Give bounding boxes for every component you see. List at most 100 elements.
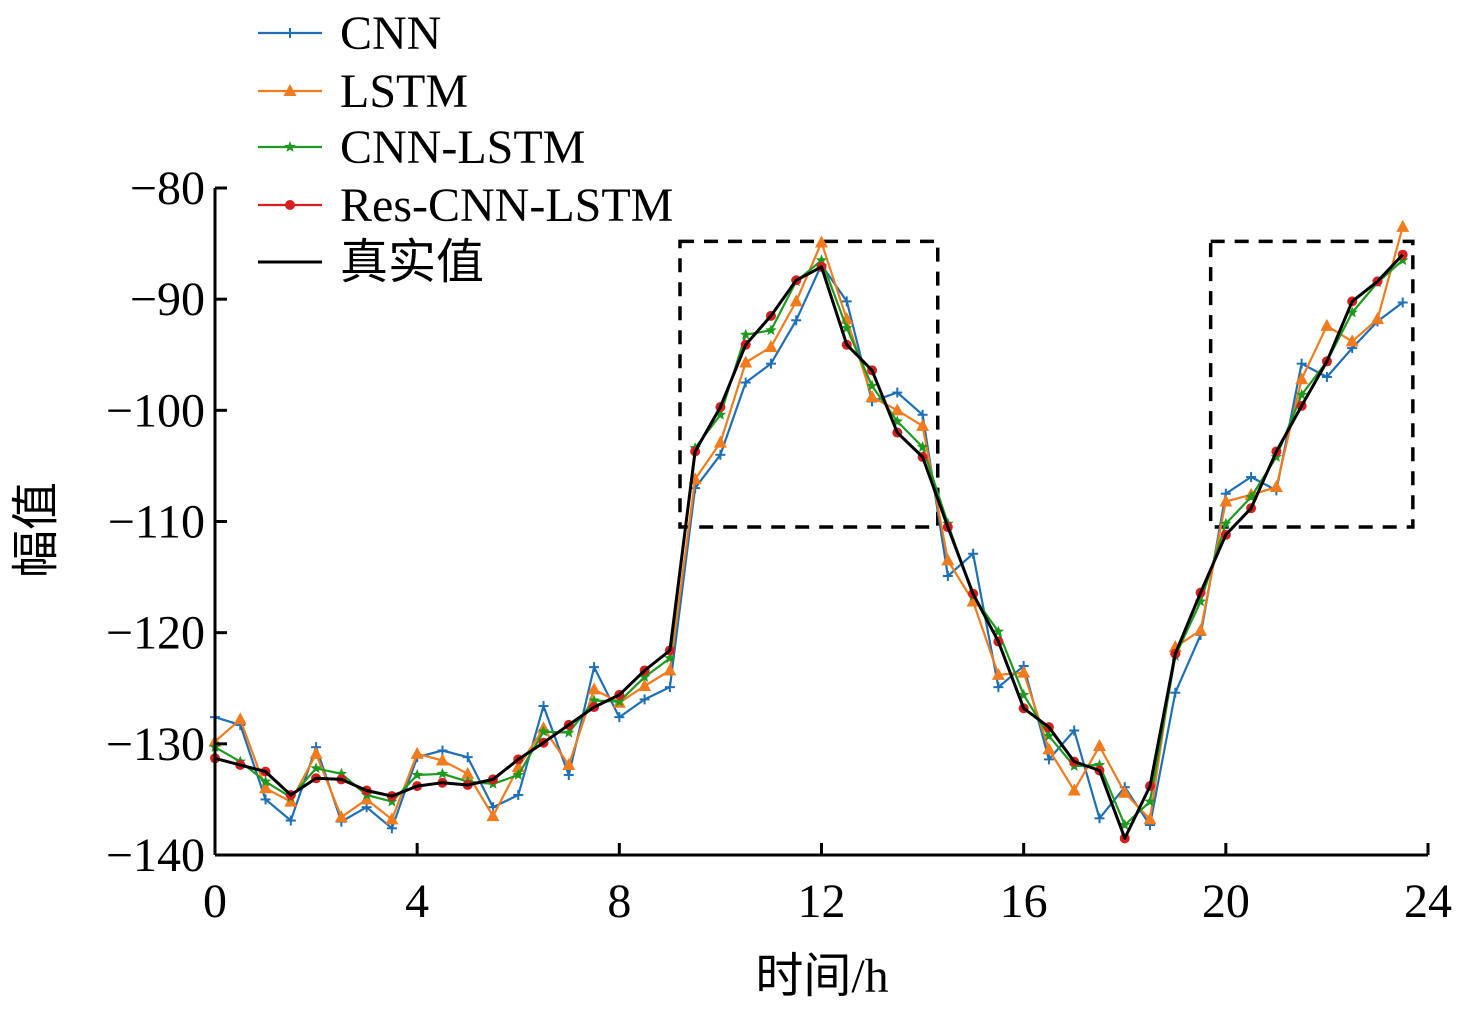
data-point <box>1094 813 1105 824</box>
legend-label: 真实值 <box>340 236 484 289</box>
data-point <box>892 387 903 398</box>
data-point <box>410 746 424 759</box>
data-point <box>1069 725 1080 736</box>
data-point <box>1396 219 1410 232</box>
legend-item: CNN <box>258 7 441 60</box>
data-point <box>841 322 853 333</box>
data-point <box>765 358 776 369</box>
data-point <box>436 767 449 779</box>
data-point <box>1194 623 1208 636</box>
data-point <box>587 682 601 695</box>
data-point <box>1295 388 1308 400</box>
data-point <box>891 415 903 427</box>
data-point <box>815 235 828 248</box>
data-point <box>1043 754 1054 765</box>
data-point <box>942 570 953 581</box>
data-point <box>765 324 777 336</box>
x-tick-label: 4 <box>405 875 429 928</box>
data-point <box>1321 371 1332 382</box>
data-point <box>562 757 576 770</box>
data-point <box>310 762 322 774</box>
y-tick-label: −110 <box>108 496 205 549</box>
series-0 <box>210 259 1408 834</box>
data-point <box>1093 759 1106 770</box>
ticks: 0 4 8 12 16 20 24 −80 −90 −100 −110 −120 −130 −140 <box>106 162 1452 928</box>
data-point <box>613 695 625 707</box>
series-line-2 <box>214 259 1404 827</box>
data-point <box>486 809 500 822</box>
data-point <box>791 315 802 326</box>
data-point <box>1067 783 1081 796</box>
data-point <box>1143 812 1157 825</box>
data-point <box>334 810 348 823</box>
legend-label: CNN <box>340 7 441 60</box>
data-point <box>563 726 575 738</box>
series-line-3 <box>214 253 1404 840</box>
series-2 <box>209 254 1409 830</box>
legend-marker <box>284 141 296 152</box>
data-point <box>715 449 726 460</box>
legend-marker <box>283 84 297 96</box>
data-point <box>664 682 675 693</box>
data-point <box>1397 254 1409 266</box>
data-point <box>664 652 676 664</box>
data-point <box>789 294 803 307</box>
data-point <box>259 781 273 794</box>
y-tick-label: −130 <box>106 718 205 771</box>
data-point <box>1170 687 1181 698</box>
data-point <box>1346 306 1358 318</box>
data-point <box>1092 739 1106 752</box>
data-point <box>259 775 272 787</box>
y-tick-label: −100 <box>106 384 205 437</box>
data-point <box>385 812 399 825</box>
data-point <box>386 823 397 834</box>
data-point <box>739 355 753 368</box>
data-point <box>916 441 929 452</box>
highlight-boxes <box>678 239 1415 529</box>
data-point <box>663 663 677 676</box>
data-point <box>992 625 1005 637</box>
x-tick-label: 0 <box>203 875 227 928</box>
legend-label: LSTM <box>340 65 468 118</box>
data-point <box>1017 665 1031 678</box>
data-point <box>713 435 727 448</box>
legend-marker <box>285 200 295 210</box>
legend-item: 真实值 <box>258 236 484 289</box>
x-axis-title: 时间/h <box>755 950 888 1003</box>
data-point <box>538 701 549 712</box>
legend-item: Res-CNN-LSTM <box>258 179 673 232</box>
legend-item: LSTM <box>258 65 468 118</box>
data-point <box>991 667 1005 680</box>
highlight-box-1 <box>678 239 940 529</box>
x-tick-label: 24 <box>1404 875 1452 928</box>
data-point <box>1397 297 1408 308</box>
data-point <box>461 766 475 779</box>
series-line-0 <box>214 263 1404 830</box>
data-point <box>537 725 550 737</box>
data-point <box>512 769 524 780</box>
x-tick-label: 16 <box>1000 875 1048 928</box>
data-point <box>1345 334 1359 347</box>
data-point <box>1042 742 1056 755</box>
data-point <box>589 662 600 673</box>
series-line-4 <box>214 253 1404 840</box>
data-point <box>285 815 296 826</box>
data-point <box>1144 795 1156 807</box>
y-axis-title: 幅值 <box>10 482 63 578</box>
data-point <box>360 792 374 805</box>
data-point <box>865 389 879 402</box>
data-point <box>866 379 878 391</box>
data-point <box>714 408 727 420</box>
data-point <box>1118 785 1132 798</box>
data-point <box>411 769 423 780</box>
x-tick-label: 20 <box>1202 875 1250 928</box>
y-tick-label: −90 <box>130 273 205 326</box>
data-point <box>1295 372 1309 385</box>
y-tick-label: −140 <box>106 829 205 882</box>
data-point <box>966 594 980 607</box>
data-point <box>284 794 298 807</box>
data-point <box>1296 358 1307 369</box>
data-point <box>260 794 271 805</box>
data-point <box>941 553 955 566</box>
